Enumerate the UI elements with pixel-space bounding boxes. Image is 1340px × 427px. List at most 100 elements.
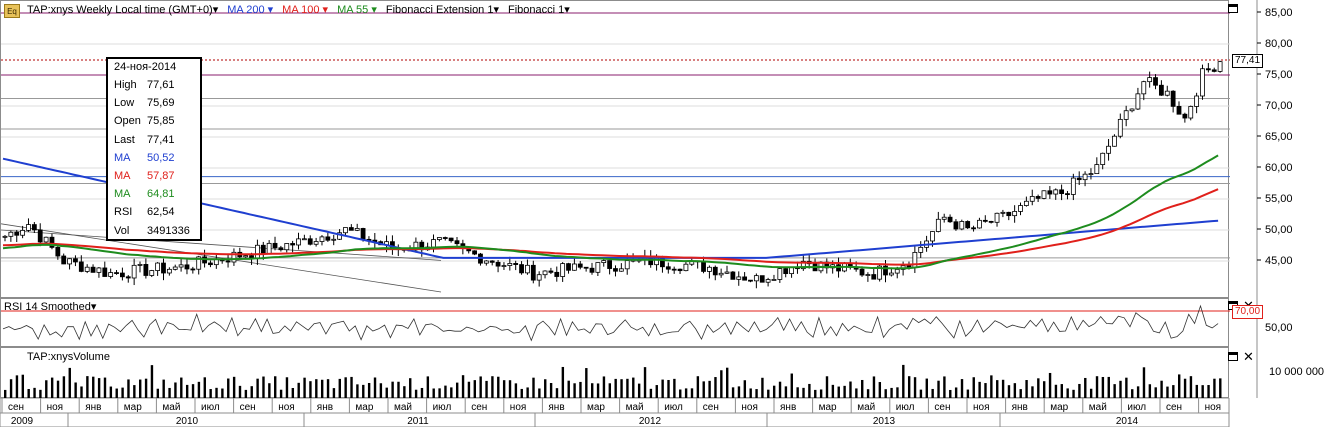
- candle-body: [67, 258, 72, 265]
- month-label: мар: [587, 402, 605, 413]
- volume-panel[interactable]: TAP:xnysVolume: [0, 347, 1229, 398]
- legend-ma200[interactable]: MA 200 ▾: [227, 3, 273, 16]
- chart-legend: TAP:xnys Weekly Local time (GMT+0)▾ MA 2…: [27, 3, 570, 16]
- volume-bar: [825, 376, 829, 398]
- maximize-button[interactable]: [1228, 352, 1238, 361]
- candle-body: [155, 262, 161, 271]
- candle-body: [1205, 68, 1211, 71]
- volume-bar: [561, 366, 565, 398]
- candle-body: [871, 274, 877, 280]
- info-value: 75,69: [147, 97, 175, 110]
- candle-body: [712, 266, 718, 276]
- price-panel[interactable]: Eq TAP:xnys Weekly Local time (GMT+0)▾ M…: [0, 0, 1230, 299]
- candle-body: [313, 241, 319, 245]
- maximize-button[interactable]: [1228, 4, 1238, 13]
- info-value: 75,85: [147, 115, 175, 128]
- equity-icon[interactable]: Eq: [4, 4, 20, 18]
- month-label: мар: [355, 402, 373, 413]
- candle-body: [742, 276, 748, 281]
- month-label: ноя: [47, 402, 64, 413]
- volume-bar: [966, 389, 970, 398]
- legend-ma100[interactable]: MA 100 ▾: [282, 3, 328, 16]
- volume-bar: [778, 381, 782, 398]
- month-label: май: [162, 402, 180, 413]
- volume-bar: [960, 379, 964, 398]
- month-label: сен: [471, 402, 487, 413]
- close-icon[interactable]: ✕: [1243, 349, 1254, 364]
- chevron-down-icon[interactable]: ▾: [267, 4, 274, 16]
- volume-bar: [679, 389, 682, 398]
- volume-bar: [303, 377, 306, 398]
- rsi-title-label: RSI 14 Smoothed: [4, 301, 91, 313]
- chevron-down-icon[interactable]: ▾: [493, 4, 500, 16]
- price-chart[interactable]: [1, 1, 1230, 299]
- info-key: MA: [114, 170, 131, 182]
- volume-axis: 10 000 000: [1256, 347, 1324, 398]
- volume-bar: [1113, 384, 1116, 398]
- month-label: янв: [85, 402, 101, 413]
- volume-bar: [115, 388, 118, 398]
- ma200-line: [2, 157, 1219, 259]
- info-row: MA 57,87: [114, 170, 200, 188]
- legend-symbol[interactable]: TAP:xnys Weekly Local time (GMT+0)▾: [27, 3, 218, 16]
- volume-bar: [385, 387, 388, 398]
- volume-bar: [878, 382, 882, 398]
- volume-bar: [379, 383, 383, 398]
- volume-bar: [326, 379, 330, 398]
- volume-bar: [1183, 378, 1187, 398]
- volume-bar: [103, 377, 107, 398]
- rsi-panel[interactable]: RSI 14 Smoothed▾: [0, 298, 1230, 348]
- volume-bar: [978, 381, 981, 398]
- legend-ma55[interactable]: MA 55 ▾: [337, 3, 377, 16]
- volume-bar: [444, 385, 447, 398]
- candle-body: [184, 264, 190, 270]
- candle-body: [959, 221, 965, 230]
- volume-bar: [1172, 385, 1175, 398]
- chevron-down-icon[interactable]: ▾: [90, 301, 97, 313]
- rsi-title[interactable]: RSI 14 Smoothed▾: [4, 300, 96, 313]
- volume-bar: [1042, 381, 1046, 398]
- volume-bar: [274, 376, 277, 398]
- year-label: 2011: [407, 416, 429, 427]
- volume-bar: [626, 378, 629, 398]
- volume-bar: [502, 380, 506, 398]
- volume-bar: [1207, 385, 1210, 398]
- chevron-down-icon[interactable]: ▾: [371, 4, 377, 16]
- legend-fib-extension[interactable]: Fibonacci Extension 1▾: [386, 3, 499, 16]
- volume-bar: [772, 385, 776, 398]
- volume-bar: [990, 375, 993, 398]
- month-label: июл: [201, 402, 220, 413]
- candle-body: [736, 276, 742, 280]
- candle-body: [1065, 193, 1070, 196]
- candle-body: [307, 238, 313, 245]
- candle-body: [941, 216, 947, 220]
- candle-body: [178, 264, 184, 268]
- month-label: ноя: [1205, 402, 1222, 413]
- candle-body: [495, 261, 501, 267]
- candle-body: [530, 264, 536, 281]
- volume-chart[interactable]: [1, 348, 1230, 399]
- rsi-line: [2, 304, 1219, 342]
- volume-bar: [1195, 384, 1199, 398]
- chevron-down-icon[interactable]: ▾: [322, 4, 329, 16]
- volume-bar: [21, 374, 25, 398]
- candle-body: [859, 268, 865, 276]
- volume-bar: [144, 378, 148, 398]
- volume-bar: [907, 376, 911, 398]
- volume-bar: [309, 381, 312, 398]
- rsi-chart[interactable]: [1, 299, 1230, 348]
- time-axis[interactable]: сен ноя янв мар май июл сен ноя янв мар май июл сен н…: [0, 398, 1340, 427]
- candle-body: [800, 260, 806, 270]
- month-label: мар: [819, 402, 837, 413]
- volume-bar: [866, 389, 870, 398]
- price-axis[interactable]: 85,00 80,00 75,00 70,00 65,00 60,00 55,00 50,00…: [1229, 0, 1340, 298]
- legend-fibonacci[interactable]: Fibonacci 1▾: [508, 3, 570, 16]
- candle-body: [759, 275, 765, 283]
- chevron-down-icon[interactable]: ▾: [564, 4, 570, 16]
- candle-body: [618, 268, 624, 272]
- chevron-down-icon[interactable]: ▾: [212, 4, 219, 16]
- volume-bar: [1101, 376, 1105, 398]
- volume-bar: [972, 377, 975, 398]
- volume-bar: [320, 379, 324, 398]
